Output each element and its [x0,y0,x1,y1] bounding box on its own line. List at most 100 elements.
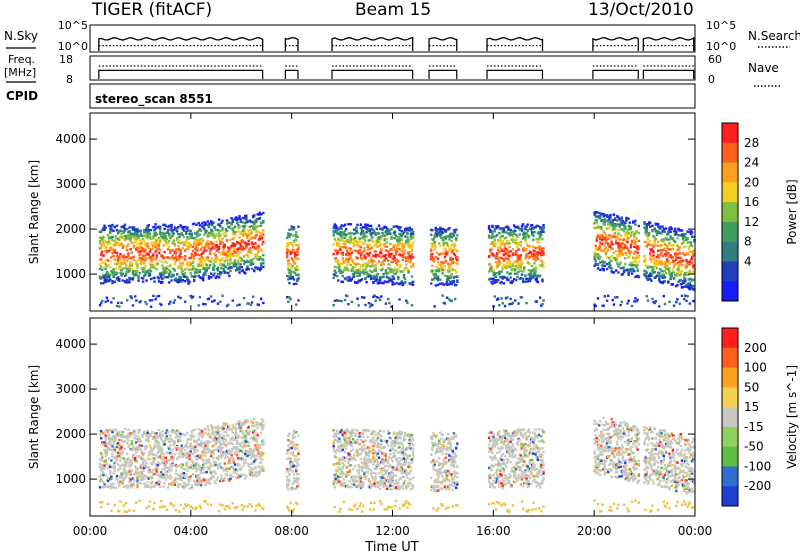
nave-tick-top: 60 [708,53,722,66]
data-cell [172,480,175,484]
data-cell [227,255,230,258]
data-cell [608,227,611,230]
data-cell [102,471,105,475]
data-cell [607,237,610,241]
data-cell [135,451,138,454]
data-cell [128,281,131,284]
data-cell [126,299,129,302]
data-cell [520,260,524,264]
data-cell [509,297,512,301]
data-cell [601,218,604,222]
data-cell [253,253,256,256]
data-cell [145,302,148,306]
data-cell [433,276,436,280]
data-cell [238,265,241,269]
data-cell [249,251,253,255]
data-cell [668,228,671,231]
data-cell [614,237,618,240]
data-cell [618,252,621,255]
data-cell [114,235,118,238]
data-cell [450,267,453,270]
data-cell [361,229,365,233]
data-cell [450,283,453,286]
data-cell [188,454,191,457]
data-cell [143,268,146,272]
data-cell [158,232,162,235]
data-cell [148,273,152,277]
data-cell [348,257,351,260]
data-cell [99,473,103,477]
data-cell [397,267,400,270]
data-cell [190,430,194,433]
data-cell [202,276,205,280]
data-cell [373,275,376,278]
data-cell [170,438,173,442]
data-cell [438,242,441,245]
data-cell [153,266,156,269]
data-cell [183,300,187,303]
data-cell [297,243,300,247]
data-cell [514,299,517,302]
data-cell [624,227,627,230]
data-cell [256,229,259,233]
data-cell [123,227,127,230]
data-cell [456,280,459,283]
data-cell [296,253,299,256]
data-cell [666,264,669,267]
data-cell [688,288,692,291]
data-cell [187,503,190,507]
data-cell [136,485,139,489]
data-cell [113,225,116,229]
data-cell [202,274,205,277]
data-cell [149,305,153,308]
data-cell [206,244,209,247]
data-cell [105,276,109,280]
data-cell [400,235,403,238]
data-cell [139,229,143,232]
data-cell [360,252,364,255]
data-cell [344,227,348,231]
data-cell [152,507,155,511]
power-colorbar-swatch [722,142,738,164]
data-cell [432,257,435,261]
data-cell [186,235,189,239]
data-cell [118,433,121,436]
data-cell [690,261,694,264]
data-cell [654,300,658,303]
data-cell [357,241,360,244]
data-cell [127,439,130,442]
data-cell [444,259,448,263]
data-cell [113,448,116,451]
data-cell [104,436,107,440]
data-cell [144,264,147,268]
data-cell [653,227,656,230]
data-cell [431,255,434,259]
data-cell [504,231,508,234]
data-cell [161,476,164,480]
data-cell [189,443,192,446]
data-cell [380,256,383,259]
data-cell [499,275,502,279]
data-cell [671,237,675,240]
data-cell [114,455,118,458]
data-cell [292,270,296,273]
data-cell [115,431,119,434]
data-cell [255,225,258,229]
data-cell [107,240,111,243]
data-cell [351,265,355,269]
data-cell [380,247,383,250]
data-cell [124,464,128,468]
data-cell [109,230,112,233]
data-cell [377,254,381,258]
data-cell [291,245,295,248]
data-cell [123,280,127,284]
data-cell [448,238,451,241]
data-cell [233,225,237,228]
data-cell [489,263,492,266]
data-cell [158,506,162,509]
data-cell [595,221,599,224]
data-cell [130,264,133,267]
data-cell [139,232,143,235]
data-cell [608,243,611,247]
data-cell [198,269,202,272]
